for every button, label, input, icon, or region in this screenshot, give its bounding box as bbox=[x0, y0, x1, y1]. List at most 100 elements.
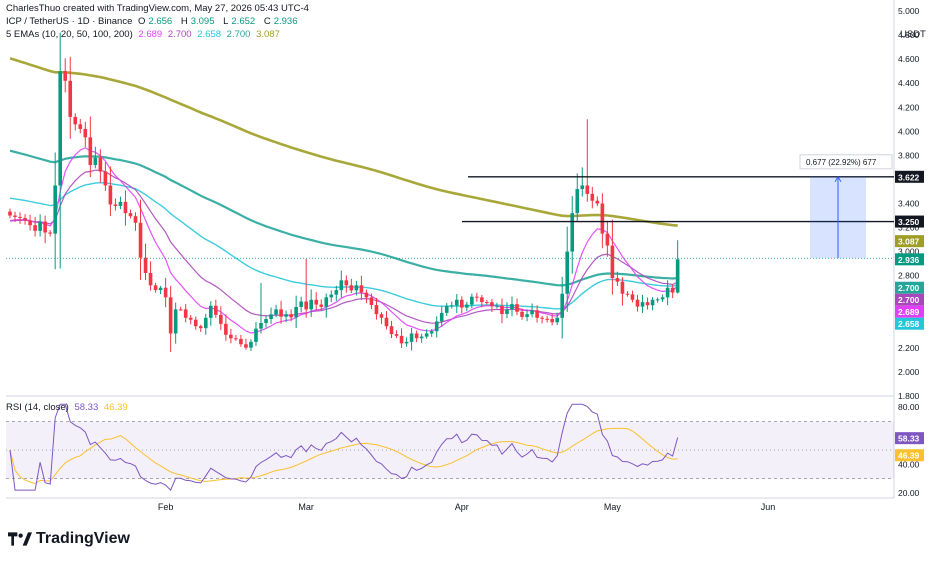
price-label-badge bbox=[895, 305, 924, 318]
candle-body bbox=[515, 304, 519, 312]
candle-body bbox=[650, 299, 655, 306]
candle-body bbox=[68, 80, 73, 117]
symbol-label[interactable]: ICP / TetherUS · 1D · Binance bbox=[6, 16, 133, 27]
candle-body bbox=[234, 338, 238, 340]
currency-label[interactable]: USDT bbox=[900, 29, 929, 40]
candle-body bbox=[98, 157, 103, 172]
candle-body bbox=[460, 299, 464, 308]
price-label-text: 2.936 bbox=[898, 255, 920, 265]
price-tick-label: 1.800 bbox=[898, 391, 920, 401]
candle-body bbox=[118, 201, 123, 206]
symbol-ohlc-line[interactable]: ICP / TetherUS · 1D · Binance O 2.656 H 3.… bbox=[6, 16, 304, 27]
rsi-tick-label: 40.00 bbox=[898, 459, 920, 469]
candle-body bbox=[279, 309, 283, 317]
candle-body bbox=[369, 297, 374, 305]
key-level-badge bbox=[895, 170, 924, 183]
candle-body bbox=[319, 304, 324, 307]
tradingview-logo[interactable]: TradingView bbox=[8, 530, 130, 548]
candle-body bbox=[244, 344, 248, 348]
candle-body bbox=[128, 213, 133, 217]
candle-body bbox=[384, 317, 389, 327]
rsi-ma-line bbox=[9, 427, 678, 485]
candle-body bbox=[13, 215, 17, 217]
price-tick-label: 3.000 bbox=[898, 247, 920, 257]
price-label-text: 2.689 bbox=[898, 307, 920, 317]
candle-body bbox=[490, 302, 494, 307]
ema-legend-label[interactable]: 5 EMAs (10, 20, 50, 100, 200) bbox=[6, 29, 133, 40]
price-tick-label: 5.000 bbox=[898, 6, 920, 16]
candle-body bbox=[520, 311, 524, 317]
currency-text[interactable]: USDT bbox=[900, 29, 926, 40]
candle-body bbox=[58, 71, 62, 186]
candle-body bbox=[33, 225, 37, 231]
candle-body bbox=[294, 306, 298, 318]
candle-body bbox=[640, 302, 645, 307]
price-tick-label: 4.000 bbox=[898, 126, 920, 136]
candles-group bbox=[8, 32, 680, 353]
candle-body bbox=[93, 157, 98, 166]
candle-body bbox=[419, 336, 424, 339]
price-label-badge bbox=[895, 317, 924, 330]
key-level-label: 3.622 bbox=[898, 172, 920, 182]
candle-body bbox=[43, 221, 47, 233]
rsi-legend-label[interactable]: RSI (14, close) bbox=[6, 402, 69, 413]
price-tick-label: 2.800 bbox=[898, 271, 920, 281]
time-tick-label: Apr bbox=[455, 502, 469, 512]
price-tick-label: 3.200 bbox=[898, 223, 920, 233]
price-label-badge bbox=[895, 253, 924, 266]
candle-body bbox=[18, 216, 22, 218]
ema20-value: 2.700 bbox=[167, 29, 192, 40]
candle-body bbox=[424, 333, 429, 337]
candle-body bbox=[449, 305, 454, 307]
candle-body bbox=[394, 334, 399, 336]
candle-body bbox=[284, 314, 288, 317]
candle-body bbox=[209, 305, 213, 318]
rsi-line bbox=[9, 403, 679, 491]
candle-body bbox=[28, 220, 32, 226]
candle-body bbox=[359, 285, 364, 293]
rsi-badge bbox=[895, 432, 924, 445]
price-label-text: 2.658 bbox=[898, 319, 920, 329]
open-label: O bbox=[138, 16, 146, 27]
price-label-text: 3.087 bbox=[898, 237, 920, 247]
candle-body bbox=[550, 319, 554, 323]
candle-body bbox=[53, 185, 57, 234]
candle-body bbox=[148, 273, 153, 286]
candle-body bbox=[163, 287, 168, 298]
candle-body bbox=[274, 309, 278, 315]
close-label: C bbox=[263, 16, 271, 27]
candle-body bbox=[404, 341, 409, 344]
candle-body bbox=[545, 318, 549, 320]
candle-body bbox=[254, 328, 258, 342]
candle-body bbox=[48, 232, 52, 234]
candle-body bbox=[665, 287, 670, 298]
candle-body bbox=[444, 305, 449, 313]
candle-body bbox=[505, 309, 509, 314]
high-value: 3.095 bbox=[190, 16, 215, 27]
price-tick-label: 2.200 bbox=[898, 343, 920, 353]
candle-body bbox=[38, 221, 42, 231]
candle-body bbox=[63, 71, 68, 81]
candle-body bbox=[344, 280, 349, 286]
candle-body bbox=[133, 216, 138, 223]
price-tick-label: 4.800 bbox=[898, 30, 920, 40]
low-label: L bbox=[223, 16, 229, 27]
candle-body bbox=[214, 305, 218, 315]
candle-body bbox=[610, 245, 615, 279]
candle-body bbox=[615, 278, 620, 282]
rsi-legend-line[interactable]: RSI (14, close) 58.33 46.39 bbox=[6, 402, 131, 413]
candle-body bbox=[379, 314, 384, 318]
candle-body bbox=[655, 299, 660, 301]
candle-body bbox=[339, 280, 344, 291]
candle-body bbox=[364, 292, 369, 298]
candle-body bbox=[645, 302, 650, 306]
candle-body bbox=[289, 314, 293, 318]
ema200-value: 3.087 bbox=[256, 29, 280, 40]
price-tick-label: 3.800 bbox=[898, 150, 920, 160]
candle-body bbox=[239, 338, 243, 345]
key-level-badge bbox=[895, 215, 924, 228]
ema-legend-line[interactable]: 5 EMAs (10, 20, 50, 100, 200) 2.689 2.70… bbox=[6, 29, 283, 40]
candle-body bbox=[485, 302, 489, 304]
rsi-ma-badge-text: 46.39 bbox=[898, 451, 920, 461]
